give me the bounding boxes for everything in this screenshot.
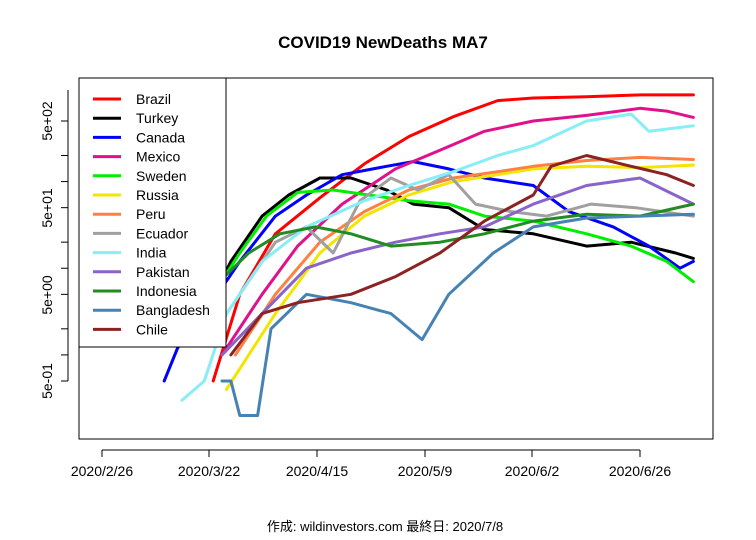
legend-item-sweden: Sweden [93, 168, 187, 184]
legend-label: Brazil [136, 91, 171, 107]
y-tick-label: 5e+00 [39, 275, 55, 315]
series-line-russia [225, 163, 695, 391]
series-line-ecuador [207, 173, 695, 342]
series-line-brazil [211, 93, 695, 383]
series-line-sweden [185, 188, 695, 342]
legend-label: Pakistan [136, 264, 190, 280]
legend-item-russia: Russia [93, 187, 179, 203]
x-tick-label: 2020/2/26 [71, 463, 133, 479]
legend-box [78, 77, 227, 348]
legend-item-chile: Chile [93, 321, 168, 337]
series-line-chile [229, 154, 695, 357]
y-tick-label: 5e-01 [39, 363, 55, 399]
legend-item-bangladesh: Bangladesh [93, 302, 210, 318]
legend-label: India [136, 245, 167, 261]
legend-label: Ecuador [136, 225, 188, 241]
legend-label: Russia [136, 187, 179, 203]
legend-label: Canada [136, 129, 185, 145]
legend-item-mexico: Mexico [93, 149, 181, 165]
legend-label: Turkey [136, 110, 178, 126]
legend-label: Sweden [136, 168, 187, 184]
y-axis: 5e-01 5e+00 5e+01 5e+02 [39, 90, 69, 399]
series-line-bangladesh [220, 212, 695, 417]
legend-item-ecuador: Ecuador [93, 225, 188, 241]
x-tick-label: 2020/6/26 [609, 463, 671, 479]
series-line-india [180, 112, 695, 402]
legend: Brazil Turkey Canada Mexico Sweden Russia Peru… [78, 77, 227, 348]
legend-item-canada: Canada [93, 129, 185, 145]
x-tick-label: 2020/3/22 [178, 463, 240, 479]
legend-label: Mexico [136, 149, 181, 165]
chart-title: COVID19 NewDeaths MA7 [278, 33, 488, 52]
series-line-mexico [220, 106, 695, 357]
x-tick-label: 2020/5/9 [398, 463, 453, 479]
plot-area [162, 93, 695, 417]
legend-item-peru: Peru [93, 206, 166, 222]
legend-item-turkey: Turkey [93, 110, 178, 126]
chart-footer: 作成: wildinvestors.com 最終日: 2020/7/8 [267, 519, 503, 534]
x-tick-label: 2020/4/15 [286, 463, 348, 479]
series-line-pakistan [220, 176, 695, 357]
series-line-indonesia [185, 202, 695, 331]
legend-item-indonesia: Indonesia [93, 283, 197, 299]
y-tick-label: 5e+02 [39, 101, 55, 141]
legend-label: Indonesia [136, 283, 197, 299]
series-line-canada [162, 160, 695, 383]
legend-label: Chile [136, 321, 168, 337]
legend-item-brazil: Brazil [93, 91, 171, 107]
legend-item-india: India [93, 245, 167, 261]
x-tick-label: 2020/6/2 [505, 463, 560, 479]
x-axis: 2020/2/26 2020/3/22 2020/4/15 2020/5/9 2020/… [71, 449, 671, 479]
legend-label: Peru [136, 206, 166, 222]
y-tick-label: 5e+01 [39, 188, 55, 228]
legend-item-pakistan: Pakistan [93, 264, 190, 280]
legend-label: Bangladesh [136, 302, 210, 318]
